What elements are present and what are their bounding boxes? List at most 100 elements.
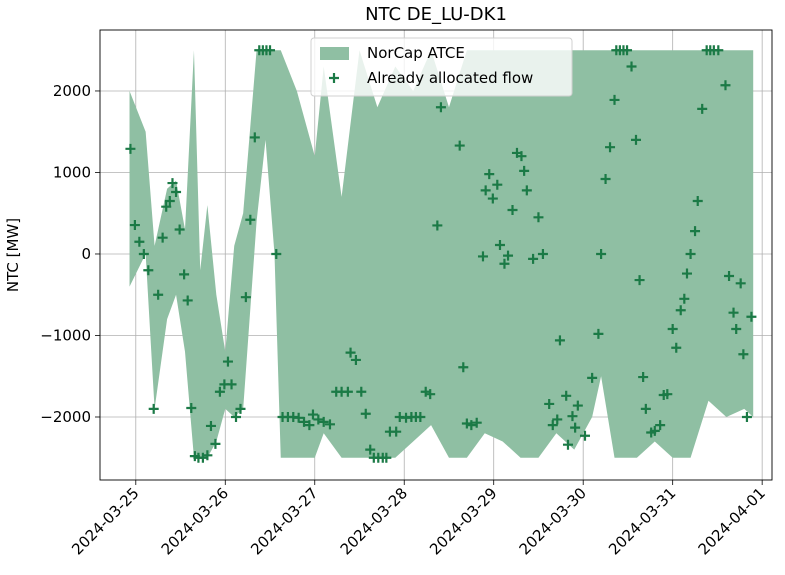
scatter-point <box>507 204 518 215</box>
scatter-point <box>487 193 498 204</box>
scatter-point <box>544 398 555 409</box>
scatter-point <box>552 414 563 425</box>
scatter-point <box>425 389 436 400</box>
scatter-point <box>579 430 590 441</box>
scatter-point <box>138 248 149 259</box>
scatter-point <box>125 143 136 154</box>
scatter-point <box>626 61 637 72</box>
scatter-point <box>499 258 510 269</box>
legend-marker <box>329 73 339 83</box>
scatter-point <box>567 411 578 422</box>
scatter-point <box>210 438 221 449</box>
legend-swatch <box>320 47 349 60</box>
scatter-point <box>466 420 477 431</box>
scatter-point <box>638 372 649 383</box>
scatter-point <box>350 354 361 365</box>
scatter-point <box>293 412 304 423</box>
scatter-point <box>202 450 213 461</box>
scatter-point <box>605 142 616 153</box>
scatter-point <box>480 185 491 196</box>
scatter-point <box>164 196 175 207</box>
y-tick-label: −1000 <box>40 326 91 344</box>
scatter-point <box>345 347 356 358</box>
scatter-point <box>587 372 598 383</box>
scatter-point <box>222 356 233 367</box>
scatter-point <box>537 248 548 259</box>
scatter-point <box>600 173 611 184</box>
x-tick-label: 2024-03-26 <box>158 484 232 558</box>
scatter-point <box>324 419 335 430</box>
legend-label: NorCap ATCE <box>367 44 465 62</box>
scatter-point <box>157 232 168 243</box>
scatter-point <box>562 439 573 450</box>
scatter-point <box>454 140 465 151</box>
scatter-point <box>381 452 392 463</box>
scatter-point <box>675 305 686 316</box>
scatter-point <box>461 418 472 429</box>
y-tick-label: 1000 <box>53 163 91 181</box>
scatter-point <box>731 323 742 334</box>
scatter-point <box>226 379 237 390</box>
scatter-point <box>477 251 488 262</box>
scatter-point <box>655 420 666 431</box>
chart-title: NTC DE_LU-DK1 <box>365 4 507 25</box>
scatter-point <box>519 165 530 176</box>
scatter-point <box>667 323 678 334</box>
scatter-point <box>342 386 353 397</box>
scatter-point <box>356 386 367 397</box>
scatter-point <box>692 196 703 207</box>
scatter-point <box>738 349 749 360</box>
scatter-point <box>182 295 193 306</box>
scatter-point <box>148 403 159 414</box>
scatter-point <box>304 420 315 431</box>
scatter-point <box>713 45 724 56</box>
scatter-point <box>503 250 514 261</box>
plot-frame <box>99 29 773 481</box>
scatter-point <box>494 240 505 251</box>
scatter-point <box>516 151 527 162</box>
scatter-point <box>458 362 469 373</box>
y-axis-label: NTC [MW] <box>4 218 22 292</box>
scatter-point <box>249 132 260 143</box>
scatter-point <box>735 278 746 289</box>
scatter-point <box>685 248 696 259</box>
scatter-point <box>609 94 620 105</box>
scatter-point <box>484 169 495 180</box>
y-tick-label: −2000 <box>40 408 91 426</box>
scatter-point <box>167 178 178 189</box>
scatter-point <box>561 390 572 401</box>
scatter-point <box>186 403 197 414</box>
scatter-point <box>265 45 276 56</box>
scatter-point <box>741 411 752 422</box>
scatter-point <box>391 426 402 437</box>
x-tick-label: 2024-03-30 <box>516 484 590 558</box>
scatter-point <box>171 187 182 198</box>
scatter-point <box>697 103 708 114</box>
scatter-point <box>299 416 310 427</box>
scatter-point <box>554 335 565 346</box>
scatter-point <box>174 224 185 235</box>
y-tick-label: 0 <box>81 245 91 263</box>
x-tick-label: 2024-03-28 <box>337 484 411 558</box>
legend-label: Already allocated flow <box>367 69 533 87</box>
scatter-point <box>435 102 446 113</box>
scatter-point <box>596 248 607 259</box>
scatter-point <box>432 220 443 231</box>
scatter-point <box>662 389 673 400</box>
scatter-point <box>528 253 539 264</box>
scatter-point <box>746 311 757 322</box>
scatter-point <box>271 248 282 259</box>
scatter-point <box>728 307 739 318</box>
x-tick-label: 2024-03-25 <box>68 484 142 558</box>
x-tick-label: 2024-04-01 <box>695 484 769 558</box>
scatter-point <box>630 134 641 145</box>
scatter-point <box>143 265 154 276</box>
scatter-point <box>307 409 318 420</box>
scatter-point <box>231 411 242 422</box>
scatter-point <box>129 220 140 231</box>
x-tick-label: 2024-03-29 <box>426 484 500 558</box>
x-tick-label: 2024-03-31 <box>605 484 679 558</box>
scatter-point <box>572 400 583 411</box>
scatter-point <box>720 80 731 91</box>
